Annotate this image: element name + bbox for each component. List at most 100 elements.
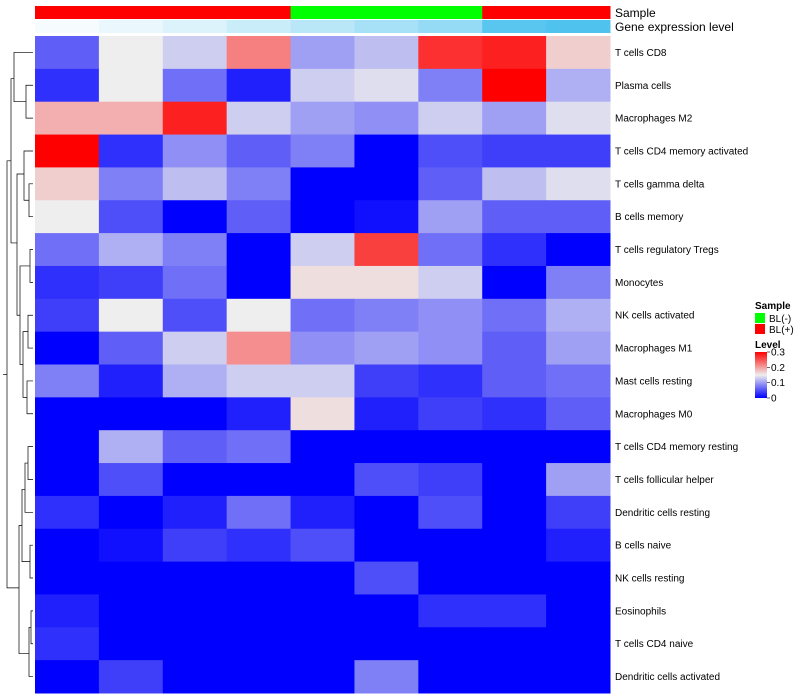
row-label: NK cells activated (615, 311, 694, 322)
row-label: Dendritic cells activated (615, 672, 720, 683)
heatmap-cell (482, 397, 547, 431)
heatmap-cell (546, 660, 611, 694)
heatmap-cell (418, 233, 483, 267)
heatmap-cell (98, 134, 164, 168)
legend-swatch-bl-neg (755, 313, 765, 323)
heatmap-cell (226, 298, 292, 333)
heatmap-cell (226, 167, 292, 201)
heatmap-cell (162, 495, 228, 530)
heatmap-cell (226, 200, 292, 234)
heatmap-cell (162, 233, 228, 267)
heatmap-cell (98, 265, 164, 300)
heatmap-cell (482, 298, 547, 333)
heatmap-cell (290, 397, 355, 431)
heatmap-cell (290, 430, 355, 464)
heatmap-cell (546, 594, 611, 628)
heatmap-cell (418, 331, 483, 365)
row-dendrogram (3, 52, 33, 677)
heatmap-cell (482, 561, 547, 595)
heatmap-cell (226, 528, 292, 563)
sample-annotation-cell (354, 6, 419, 19)
heatmap-cell (162, 561, 228, 595)
heatmap-cell (290, 463, 355, 497)
heatmap-cell (290, 528, 355, 563)
row-label: Eosinophils (615, 606, 666, 617)
legend-swatch-bl-pos (755, 324, 765, 334)
heatmap-cell (35, 331, 100, 365)
heatmap-cell (546, 430, 611, 464)
heatmap-cell (162, 331, 228, 365)
dendrogram-branch (16, 173, 24, 316)
heatmap-cell (354, 627, 419, 661)
annotation-labels: Sample Gene expression level (615, 6, 734, 34)
heatmap-cell (482, 463, 547, 497)
row-label: Dendritic cells resting (615, 508, 710, 519)
dendrogram-branch (24, 462, 33, 513)
heatmap-cell (546, 528, 611, 563)
heatmap-cell (226, 364, 292, 398)
heatmap-cell (546, 36, 611, 70)
heatmap-cell (162, 660, 228, 694)
heatmap-cell (226, 430, 292, 464)
heatmap-cell (418, 68, 483, 103)
heatmap-cell (226, 397, 292, 431)
heatmap-cell (418, 167, 483, 201)
heatmap-cell (482, 167, 547, 201)
heatmap-cell (290, 101, 355, 136)
heatmap-cell (162, 397, 228, 431)
expression-annotation-cell (418, 20, 483, 33)
heatmap-cell (418, 594, 483, 628)
legend-label-bl-pos: BL(+) (769, 325, 794, 336)
heatmap-cell (418, 495, 483, 530)
heatmap-cell (162, 134, 228, 168)
heatmap-cell (418, 463, 483, 497)
expression-annotation-cell (546, 20, 611, 33)
legend-label-bl-neg: BL(-) (769, 314, 791, 325)
heatmap-cell (35, 627, 100, 661)
heatmap-cell (290, 331, 355, 365)
heatmap-cell (354, 68, 419, 103)
heatmap-cell (546, 200, 611, 234)
heatmap-cell (226, 134, 292, 168)
row-labels: T cells CD8 Plasma cells Macrophages M2 T c… (615, 48, 748, 683)
row-label: B cells memory (615, 212, 683, 223)
heatmap-cell (98, 364, 164, 398)
heatmap-cell (162, 594, 228, 628)
heatmap-cell (162, 463, 228, 497)
heatmap-cell (482, 36, 547, 70)
heatmap-cell (35, 397, 100, 431)
heatmap-cell (482, 528, 547, 563)
row-label: T cells follicular helper (615, 475, 714, 486)
heatmap-cell (35, 134, 100, 168)
heatmap-cell (546, 627, 611, 661)
heatmap-cell (98, 233, 164, 267)
heatmap-cell (418, 627, 483, 661)
heatmap-cell (546, 233, 611, 267)
heatmap-cell (162, 627, 228, 661)
heatmap-cell (546, 331, 611, 365)
heatmap-cell (354, 298, 419, 333)
heatmap-cell (290, 660, 355, 694)
heatmap-cell (98, 495, 164, 530)
heatmap-cell (35, 200, 100, 234)
legend-level-ticks: 0.3 0.2 0.1 0 (767, 348, 785, 405)
heatmap-cells (35, 36, 611, 694)
heatmap-cell (482, 134, 547, 168)
heatmap-cell (226, 265, 292, 300)
heatmap-cell (98, 627, 164, 661)
row-label: B cells naive (615, 541, 672, 552)
heatmap-cell (35, 364, 100, 398)
heatmap-cell (354, 36, 419, 70)
dendrogram-branch (10, 78, 17, 244)
heatmap-cell (354, 364, 419, 398)
heatmap-cell (98, 463, 164, 497)
heatmap-cell (354, 397, 419, 431)
expression-annotation-cell (482, 20, 547, 33)
heatmap-cell (354, 265, 419, 300)
heatmap-cell (290, 594, 355, 628)
row-label: Macrophages M2 (615, 114, 693, 125)
dendrogram-branch (23, 150, 33, 201)
heatmap-cell (162, 528, 228, 563)
heatmap-cell (226, 101, 292, 136)
